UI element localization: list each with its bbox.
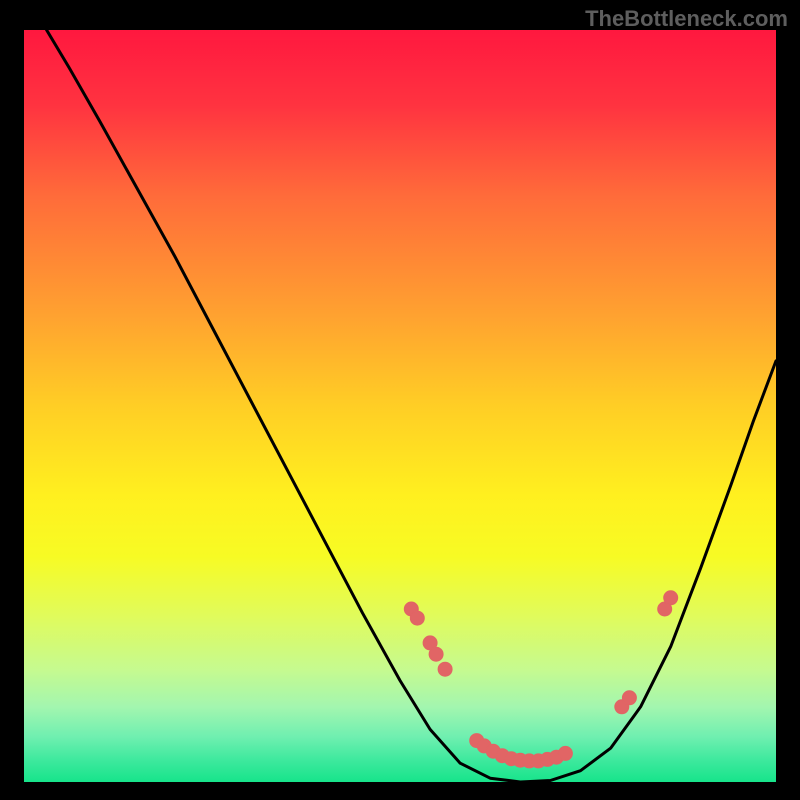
data-marker <box>664 591 678 605</box>
data-marker <box>622 691 636 705</box>
watermark-text: TheBottleneck.com <box>585 6 788 32</box>
bottleneck-curve <box>47 30 776 782</box>
chart-container: TheBottleneck.com <box>0 0 800 800</box>
data-marker <box>438 662 452 676</box>
plot-frame <box>24 30 776 782</box>
data-marker <box>558 746 572 760</box>
data-marker <box>410 611 424 625</box>
curve-layer <box>24 30 776 782</box>
data-marker <box>429 647 443 661</box>
